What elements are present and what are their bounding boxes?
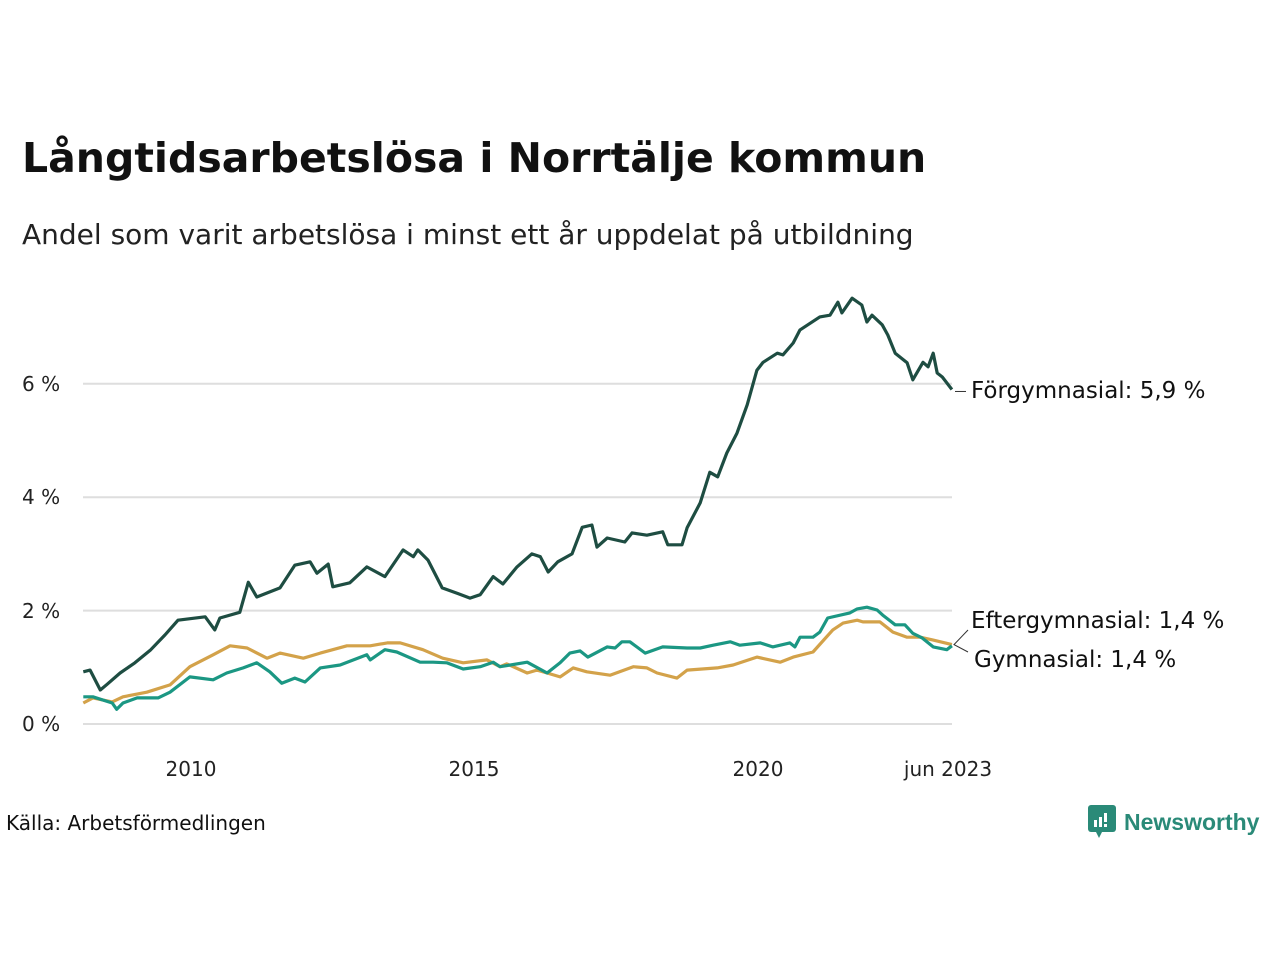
series-line-gymnasial — [83, 605, 953, 711]
y-tick-label: 2 % — [22, 599, 61, 623]
newsworthy-logo: Newsworthy — [1088, 805, 1259, 839]
series-label-eftergymnasial: Eftergymnasial: 1,4 % — [971, 608, 1225, 634]
x-tick-label: 2010 — [165, 757, 217, 781]
y-tick-label: 4 % — [22, 485, 61, 509]
y-tick-label: 0 % — [22, 712, 61, 736]
x-tick-label: 2020 — [732, 757, 784, 781]
x-tick-label: jun 2023 — [903, 757, 993, 781]
chart-subtitle: Andel som varit arbetslösa i minst ett å… — [22, 218, 914, 251]
series-line-eftergymnasial — [82, 618, 953, 705]
brand-name: Newsworthy — [1124, 808, 1260, 835]
newsworthy-logo-icon — [1088, 805, 1116, 838]
x-tick-label: 2015 — [448, 757, 500, 781]
series-label-forgymnasial: Förgymnasial: 5,9 % — [971, 378, 1206, 404]
label-connector — [953, 629, 969, 653]
source-note: Källa: Arbetsförmedlingen — [6, 811, 266, 835]
y-tick-label: 6 % — [22, 372, 61, 396]
chart-title: Långtidsarbetslösa i Norrtälje kommun — [22, 134, 927, 182]
series-line-förgymnasial — [82, 296, 954, 692]
series-label-gymnasial: Gymnasial: 1,4 % — [974, 647, 1177, 673]
